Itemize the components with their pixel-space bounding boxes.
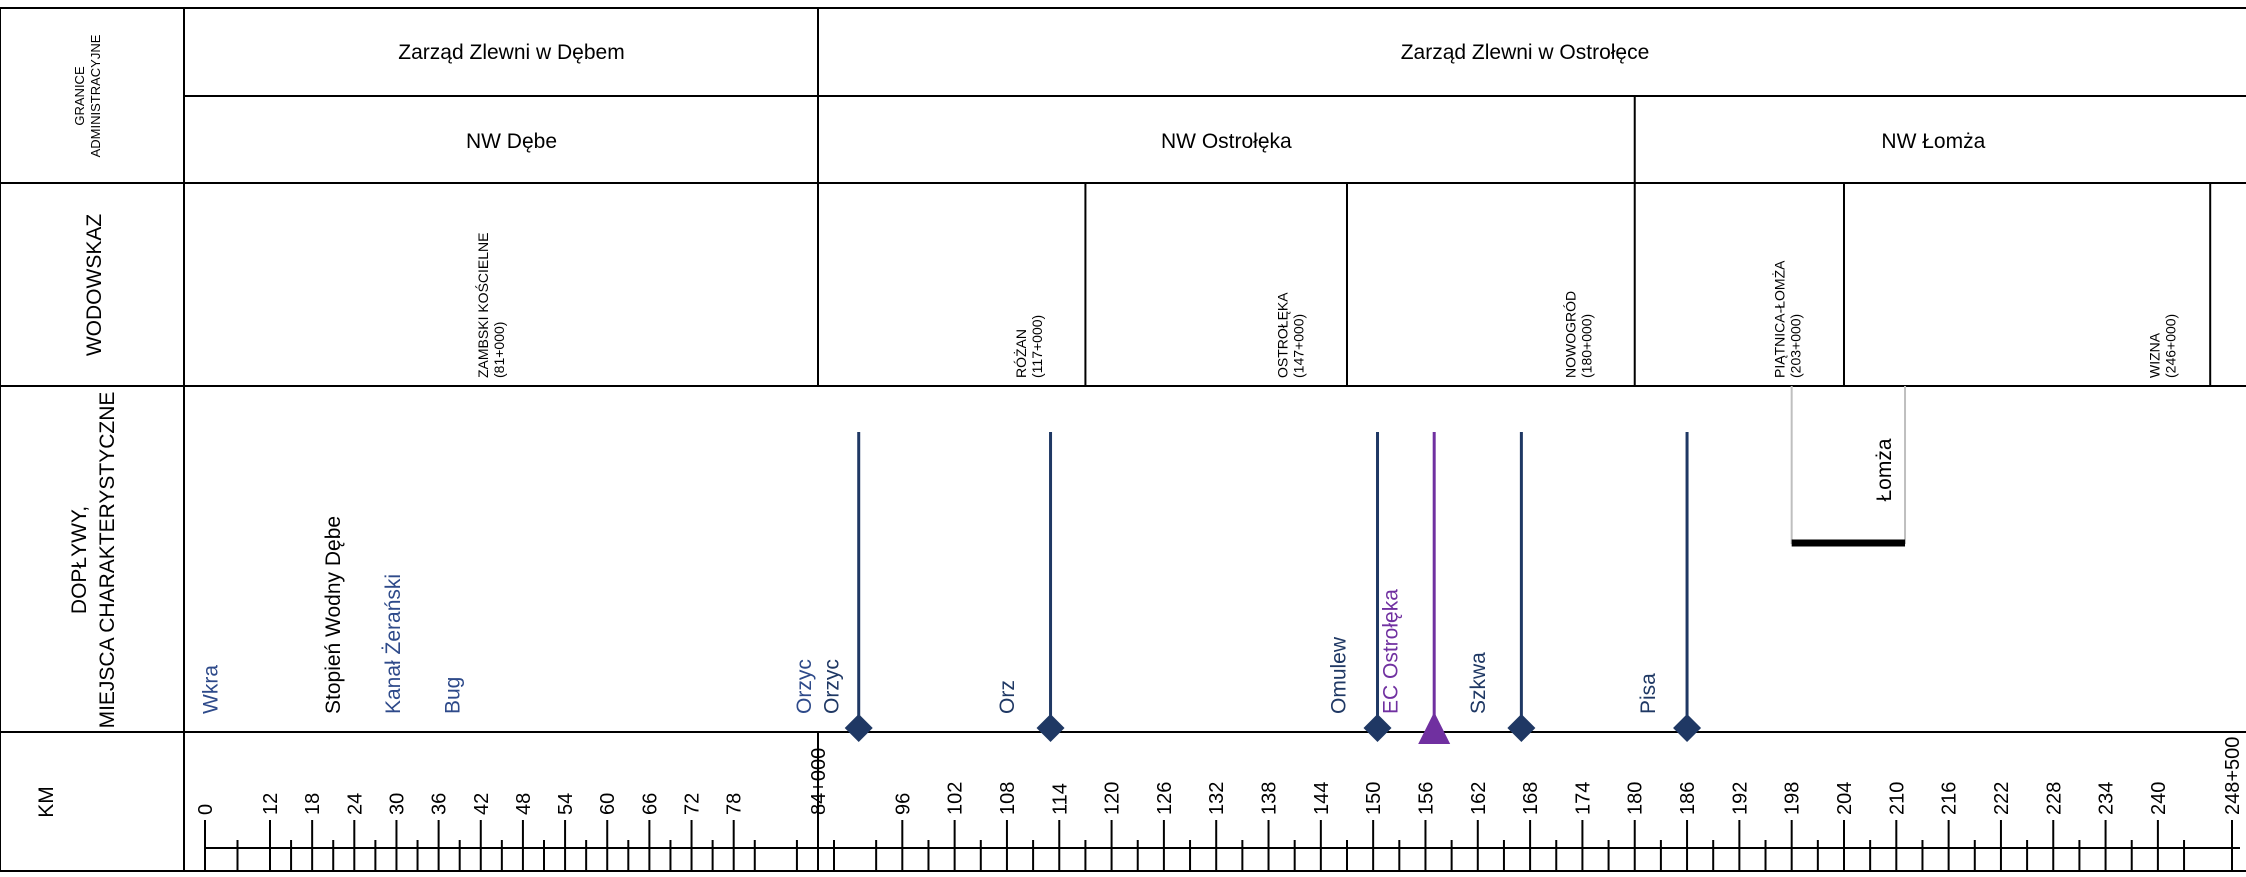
- km-tick-label: 18: [302, 793, 324, 815]
- km-tick-label: 192: [1729, 782, 1751, 815]
- row-label-gauges: WODOWSKAZ: [83, 214, 106, 356]
- km-tick-label: 150: [1363, 782, 1385, 815]
- gauge-name: WIZNA: [2147, 332, 2163, 378]
- subregion-label: NW Ostrołęka: [1161, 130, 1292, 153]
- km-tick-label: 144: [1311, 782, 1333, 815]
- km-tick-label: 198: [1782, 782, 1804, 815]
- tributary-label: Orzyc: [793, 659, 816, 714]
- km-tick-label: 216: [1939, 782, 1961, 815]
- km-tick-label: 30: [386, 793, 408, 815]
- region-label: Zarząd Zlewni w Dębem: [398, 41, 624, 64]
- tributary-label: Pisa: [1637, 673, 1660, 714]
- tributary-diamond-marker: [1363, 714, 1392, 742]
- tributary-diamond-marker: [1507, 714, 1536, 742]
- tributary-label: Wkra: [199, 665, 222, 714]
- gauge-name: PIĄTNICA-ŁOMŻA: [1771, 260, 1788, 378]
- row-label-tributaries-1: DOPŁYWY,: [68, 506, 91, 614]
- tributary-label: Kanał Żerański: [382, 574, 405, 714]
- tributary-diamond-marker: [1673, 714, 1702, 742]
- km-tick-label: 78: [724, 793, 746, 815]
- gauge-name: ZAMBSKI KOŚCIELNE: [474, 233, 491, 378]
- gauge-chainage: (246+000): [2163, 314, 2179, 378]
- km-tick-label: 234: [2096, 782, 2118, 815]
- gauge-name: RÓŻAN: [1012, 329, 1029, 378]
- tributary-diamond-marker: [844, 714, 873, 742]
- km-tick-label: 0: [195, 804, 217, 815]
- km-tick-label: 248+500: [2222, 737, 2244, 815]
- gauge-name: OSTROŁĘKA: [1275, 292, 1291, 378]
- tributary-triangle-marker: [1418, 712, 1451, 744]
- km-tick-label: 36: [429, 793, 451, 815]
- row-label-admin-2: ADMINISTRACYJNE: [88, 34, 103, 157]
- km-tick-label: 60: [597, 793, 619, 815]
- subregion-label: NW Łomża: [1881, 130, 1985, 153]
- km-tick-label: 42: [471, 793, 493, 815]
- km-tick-label: 132: [1206, 782, 1228, 815]
- region-label: Zarząd Zlewni w Ostrołęce: [1401, 41, 1650, 64]
- km-tick-label: 108: [997, 782, 1019, 815]
- km-tick-label: 72: [682, 793, 704, 815]
- km-tick-label: 204: [1834, 782, 1856, 815]
- km-tick-label: 54: [555, 793, 577, 815]
- km-tick-label: 126: [1154, 782, 1176, 815]
- gauge-chainage: (147+000): [1291, 314, 1307, 378]
- km-tick-label: 174: [1572, 782, 1594, 815]
- km-tick-label: 84+000: [808, 748, 830, 815]
- tributary-diamond-marker: [1036, 714, 1065, 742]
- subregion-label: NW Dębe: [466, 130, 557, 153]
- km-tick-label: 156: [1415, 782, 1437, 815]
- row-label-km: KM: [35, 786, 58, 818]
- tributary-label: Orz: [996, 680, 1019, 714]
- km-tick-label: 180: [1625, 782, 1647, 815]
- km-tick-label: 186: [1677, 782, 1699, 815]
- km-tick-label: 228: [2043, 782, 2065, 815]
- km-tick-label: 162: [1468, 782, 1490, 815]
- km-tick-label: 240: [2148, 782, 2170, 815]
- gauge-chainage: (203+000): [1788, 314, 1804, 378]
- row-label-tributaries-2: MIEJSCA CHARAKTERYSTYCZNE: [96, 392, 119, 729]
- km-tick-label: 96: [892, 793, 914, 815]
- km-tick-label: 114: [1049, 783, 1071, 815]
- km-tick-label: 48: [513, 793, 535, 815]
- km-tick-label: 168: [1520, 782, 1542, 815]
- km-tick-label: 138: [1259, 782, 1281, 815]
- km-tick-label: 102: [945, 782, 967, 815]
- gauge-chainage: (180+000): [1578, 314, 1594, 378]
- tributary-label: Orzyc: [820, 659, 843, 714]
- km-tick-label: 210: [1886, 782, 1908, 815]
- gauge-chainage: (81+000): [491, 322, 507, 378]
- tributary-label: Stopień Wodny Dębe: [322, 516, 345, 714]
- gauge-chainage: (117+000): [1029, 315, 1045, 378]
- tributary-label: Szkwa: [1467, 652, 1490, 714]
- tributary-label: Omulew: [1327, 636, 1350, 714]
- tributary-label: Bug: [442, 677, 465, 714]
- tributary-label: EC Ostrołęka: [1380, 589, 1403, 714]
- km-tick-label: 120: [1102, 782, 1124, 815]
- km-tick-label: 222: [1991, 782, 2013, 815]
- km-tick-label: 12: [260, 793, 282, 815]
- gauge-name: NOWOGRÓD: [1562, 291, 1578, 378]
- km-tick-label: 66: [639, 793, 661, 815]
- km-tick-label: 24: [344, 793, 366, 815]
- city-label: Łomża: [1873, 438, 1896, 501]
- row-label-admin-1: GRANICE: [72, 66, 87, 126]
